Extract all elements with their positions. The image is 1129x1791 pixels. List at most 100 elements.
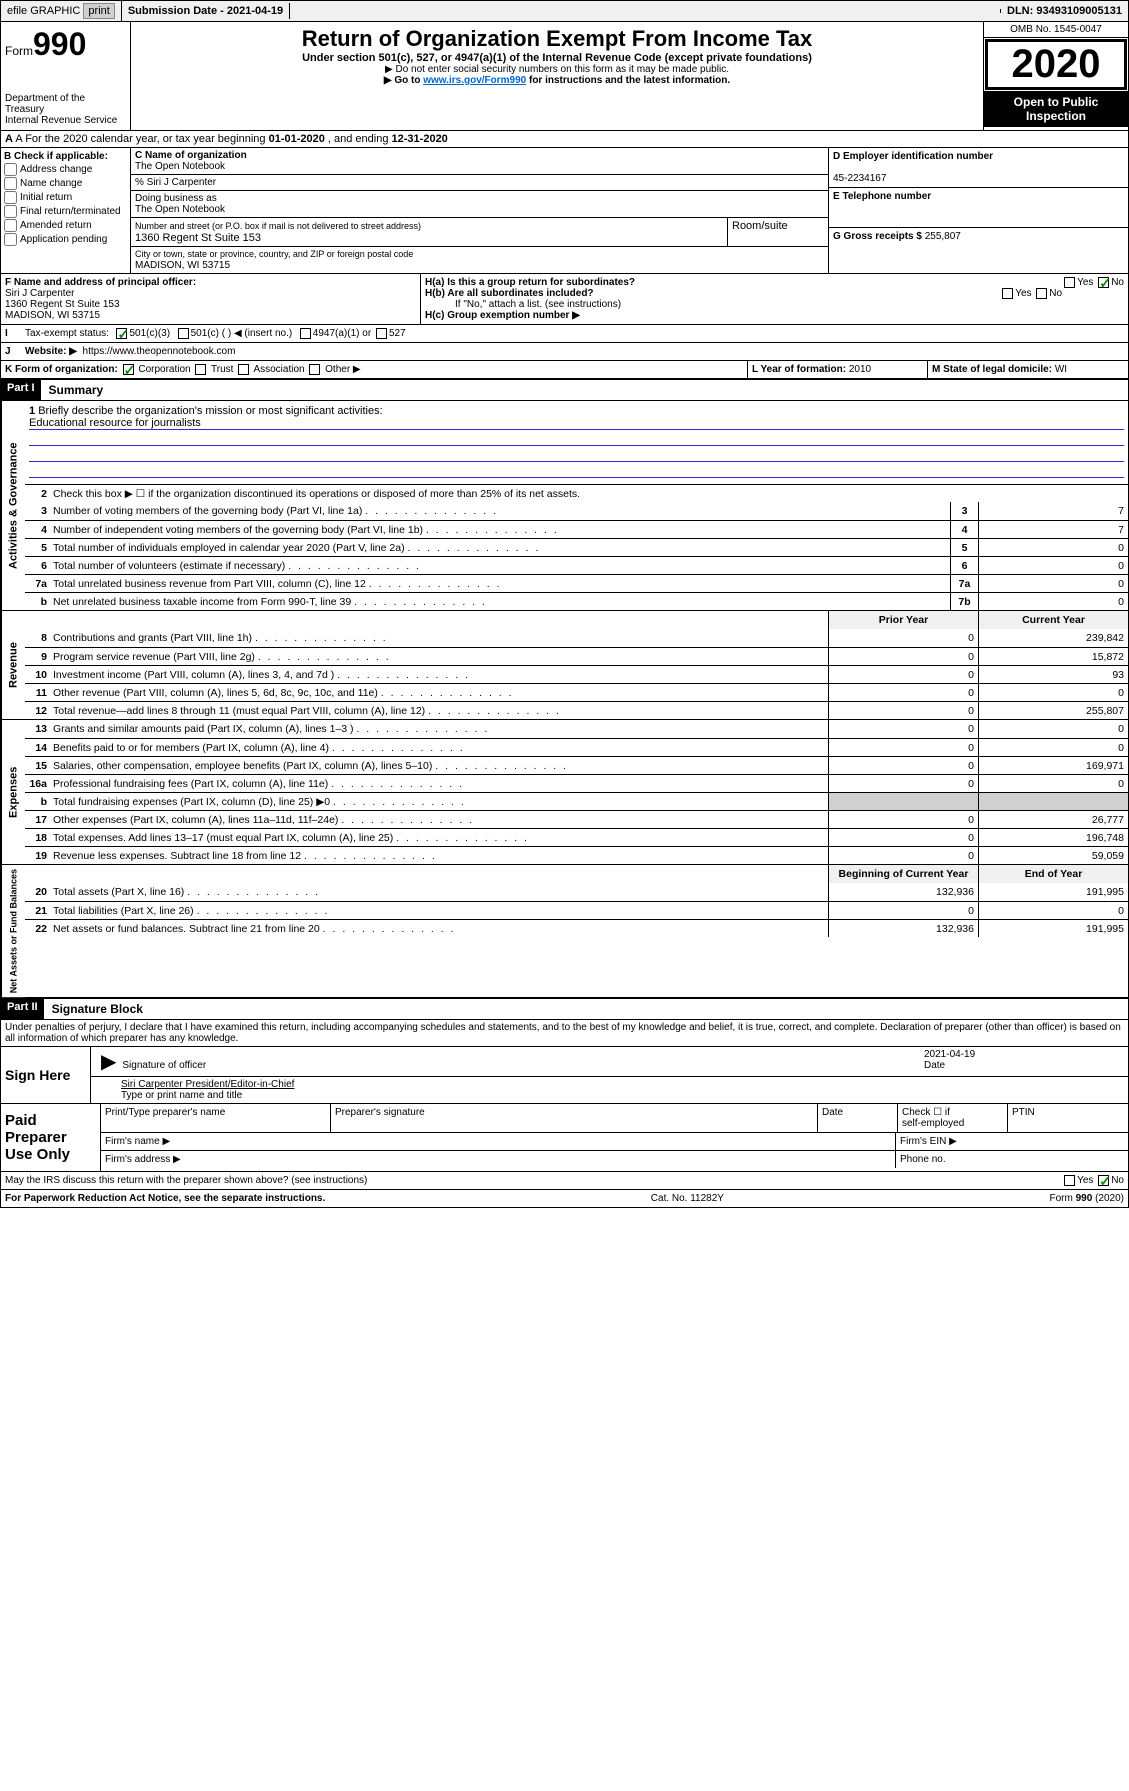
chk-name[interactable]: Name change	[4, 177, 127, 190]
net-assets-section: Net Assets or Fund Balances Beginning of…	[0, 865, 1129, 998]
chk-trust[interactable]	[195, 364, 206, 375]
end-year-hdr: End of Year	[978, 865, 1128, 883]
ein: 45-2234167	[833, 173, 886, 184]
col-b-header: B Check if applicable:	[4, 151, 108, 162]
cat-no: Cat. No. 11282Y	[651, 1193, 724, 1204]
firm-name-label: Firm's name ▶	[101, 1133, 896, 1150]
form-header: Form990 Department of the Treasury Inter…	[0, 22, 1129, 131]
chk-other[interactable]	[309, 364, 320, 375]
prep-name-label: Print/Type preparer's name	[101, 1104, 331, 1132]
discuss-yes[interactable]	[1064, 1175, 1075, 1186]
care-of: % Siri J Carpenter	[131, 175, 828, 191]
perjury-text: Under penalties of perjury, I declare th…	[0, 1020, 1129, 1047]
form-number: Form990	[5, 26, 126, 63]
revenue-section: Revenue Prior YearCurrent Year 8Contribu…	[0, 611, 1129, 720]
activities-governance: Activities & Governance 1 Briefly descri…	[0, 401, 1129, 611]
form-org-label: K Form of organization:	[5, 364, 118, 375]
dba: The Open Notebook	[135, 204, 225, 215]
submission-date: Submission Date - 2021-04-19	[122, 3, 290, 19]
chk-501c3[interactable]	[116, 328, 127, 339]
prep-label: Paid Preparer Use Only	[1, 1104, 101, 1171]
year-formation: 2010	[849, 364, 871, 375]
phone-label: Phone no.	[896, 1151, 1128, 1168]
open-public: Open to Public Inspection	[984, 91, 1128, 127]
form-subtitle: Under section 501(c), 527, or 4947(a)(1)…	[135, 52, 979, 64]
chk-501c[interactable]	[178, 328, 189, 339]
expenses-section: Expenses 13Grants and similar amounts pa…	[0, 720, 1129, 865]
top-bar: efile GRAPHIC print Submission Date - 20…	[0, 0, 1129, 22]
hb-note: If "No," attach a list. (see instruction…	[425, 299, 1124, 310]
chk-527[interactable]	[376, 328, 387, 339]
gross-label: G Gross receipts $	[833, 231, 925, 242]
website-label: Website: ▶	[25, 346, 77, 357]
paid-preparer: Paid Preparer Use Only Print/Type prepar…	[0, 1104, 1129, 1172]
omb-number: OMB No. 1545-0047	[984, 22, 1128, 38]
current-year-hdr: Current Year	[978, 611, 1128, 629]
chk-pending[interactable]: Application pending	[4, 233, 127, 246]
col-c: C Name of organizationThe Open Notebook …	[131, 148, 828, 273]
sig-officer-label: Signature of officer	[122, 1060, 206, 1071]
line-2: Check this box ▶ ☐ if the organization d…	[53, 486, 1128, 502]
col-d: D Employer identification number45-22341…	[828, 148, 1128, 273]
chk-address[interactable]: Address change	[4, 163, 127, 176]
form-title: Return of Organization Exempt From Incom…	[135, 26, 979, 52]
hb: H(b) Are all subordinates included? Yes …	[425, 288, 1124, 299]
discuss-row: May the IRS discuss this return with the…	[0, 1172, 1129, 1190]
dba-label: Doing business as	[135, 193, 217, 204]
mission-text: Educational resource for journalists	[29, 417, 1124, 430]
row-klm: K Form of organization: Corporation Trus…	[0, 361, 1129, 379]
sig-date: 2021-04-19	[924, 1049, 975, 1060]
sign-here-label: Sign Here	[1, 1047, 91, 1103]
prior-year-hdr: Prior Year	[828, 611, 978, 629]
irs-label: Internal Revenue Service	[5, 115, 126, 126]
addr-label: Number and street (or P.O. box if mail i…	[135, 221, 421, 231]
prep-sig-label: Preparer's signature	[331, 1104, 818, 1132]
tax-status-label: Tax-exempt status:	[25, 328, 109, 339]
sig-date-label: Date	[924, 1060, 945, 1071]
part-i-header: Part I	[1, 380, 41, 400]
officer-addr2: MADISON, WI 53715	[5, 310, 100, 321]
sig-name: Siri Carpenter President/Editor-in-Chief	[121, 1079, 294, 1090]
discuss-text: May the IRS discuss this return with the…	[5, 1175, 1062, 1186]
room-label: Room/suite	[728, 218, 828, 246]
city: MADISON, WI 53715	[135, 260, 230, 271]
row-j: JWebsite: ▶ https://www.theopennotebook.…	[0, 343, 1129, 361]
begin-year-hdr: Beginning of Current Year	[828, 865, 978, 883]
chk-initial[interactable]: Initial return	[4, 191, 127, 204]
row-fgh: F Name and address of principal officer:…	[0, 274, 1129, 325]
vtab-rev: Revenue	[1, 611, 25, 719]
section-bcd: B Check if applicable: Address change Na…	[0, 148, 1129, 274]
domicile: WI	[1055, 364, 1067, 375]
chk-final[interactable]: Final return/terminated	[4, 205, 127, 218]
ha: H(a) Is this a group return for subordin…	[425, 277, 1124, 288]
part-i-title: Summary	[41, 380, 112, 400]
officer-label: F Name and address of principal officer:	[5, 277, 196, 288]
goto-note: ▶ Go to www.irs.gov/Form990 for instruct…	[135, 75, 979, 86]
dln: DLN: 93493109005131	[1001, 3, 1128, 19]
prep-date-label: Date	[818, 1104, 898, 1132]
dept-label: Department of the Treasury	[5, 93, 126, 115]
org-name-label: C Name of organization	[135, 150, 247, 161]
paperwork-notice: For Paperwork Reduction Act Notice, see …	[5, 1193, 325, 1204]
gross-receipts: 255,807	[925, 231, 961, 242]
chk-amended[interactable]: Amended return	[4, 219, 127, 232]
form-ref: Form 990 (2020)	[1050, 1193, 1124, 1204]
officer-name: Siri J Carpenter	[5, 288, 74, 299]
firm-addr-label: Firm's address ▶	[101, 1151, 896, 1168]
org-name: The Open Notebook	[135, 161, 225, 172]
year-formation-label: L Year of formation:	[752, 364, 849, 375]
chk-corp[interactable]	[123, 364, 134, 375]
print-button[interactable]: print	[83, 3, 114, 19]
chk-assoc[interactable]	[238, 364, 249, 375]
tax-year: 2020	[985, 39, 1127, 90]
irs-link[interactable]: www.irs.gov/Form990	[423, 75, 526, 86]
arrow-icon: ▶	[95, 1049, 122, 1074]
part-ii-title: Signature Block	[44, 999, 151, 1019]
discuss-no[interactable]	[1098, 1175, 1109, 1186]
city-label: City or town, state or province, country…	[135, 249, 413, 259]
footer: For Paperwork Reduction Act Notice, see …	[0, 1190, 1129, 1208]
website-url: https://www.theopennotebook.com	[83, 346, 236, 357]
mission-label: Briefly describe the organization's miss…	[38, 405, 382, 417]
officer-addr1: 1360 Regent St Suite 153	[5, 299, 120, 310]
chk-4947[interactable]	[300, 328, 311, 339]
